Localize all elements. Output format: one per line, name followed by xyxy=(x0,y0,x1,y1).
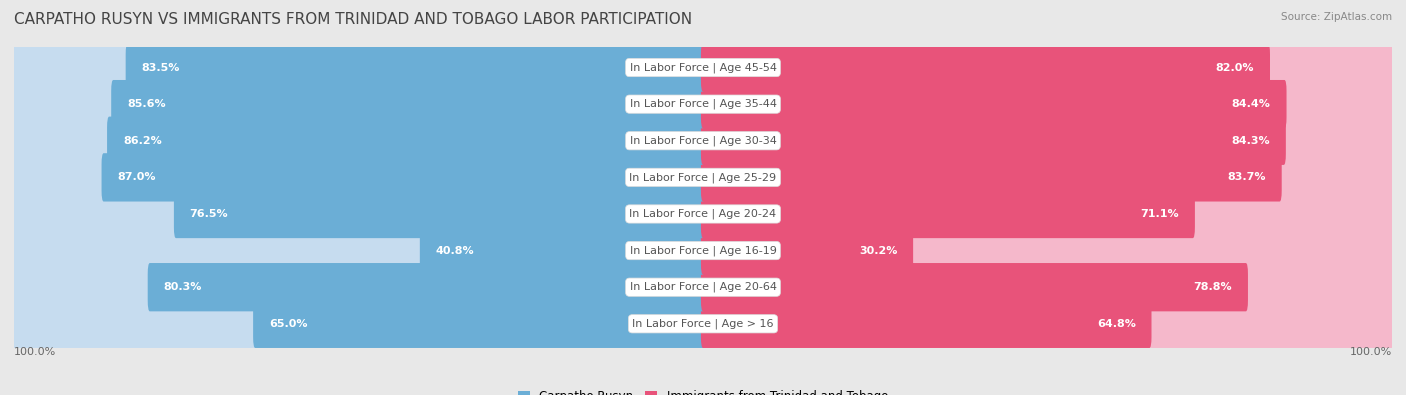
Text: 100.0%: 100.0% xyxy=(14,346,56,357)
FancyBboxPatch shape xyxy=(702,226,912,275)
Text: In Labor Force | Age 20-64: In Labor Force | Age 20-64 xyxy=(630,282,776,292)
FancyBboxPatch shape xyxy=(13,226,704,275)
Text: In Labor Force | Age 16-19: In Labor Force | Age 16-19 xyxy=(630,245,776,256)
Text: 80.3%: 80.3% xyxy=(163,282,202,292)
FancyBboxPatch shape xyxy=(702,153,1393,201)
FancyBboxPatch shape xyxy=(13,263,704,311)
Text: Source: ZipAtlas.com: Source: ZipAtlas.com xyxy=(1281,12,1392,22)
FancyBboxPatch shape xyxy=(702,263,1393,311)
FancyBboxPatch shape xyxy=(253,300,704,348)
FancyBboxPatch shape xyxy=(13,43,1393,92)
Text: In Labor Force | Age > 16: In Labor Force | Age > 16 xyxy=(633,318,773,329)
FancyBboxPatch shape xyxy=(13,300,704,348)
Text: 100.0%: 100.0% xyxy=(1350,346,1392,357)
FancyBboxPatch shape xyxy=(702,80,1393,128)
FancyBboxPatch shape xyxy=(702,300,1152,348)
FancyBboxPatch shape xyxy=(420,226,704,275)
FancyBboxPatch shape xyxy=(13,190,1393,238)
FancyBboxPatch shape xyxy=(13,43,704,92)
Text: In Labor Force | Age 45-54: In Labor Force | Age 45-54 xyxy=(630,62,776,73)
FancyBboxPatch shape xyxy=(702,153,1282,201)
FancyBboxPatch shape xyxy=(107,117,704,165)
Text: 76.5%: 76.5% xyxy=(190,209,228,219)
FancyBboxPatch shape xyxy=(702,43,1270,92)
FancyBboxPatch shape xyxy=(702,43,1393,92)
Text: CARPATHO RUSYN VS IMMIGRANTS FROM TRINIDAD AND TOBAGO LABOR PARTICIPATION: CARPATHO RUSYN VS IMMIGRANTS FROM TRINID… xyxy=(14,12,692,27)
FancyBboxPatch shape xyxy=(125,43,704,92)
FancyBboxPatch shape xyxy=(13,300,1393,348)
FancyBboxPatch shape xyxy=(13,117,704,165)
FancyBboxPatch shape xyxy=(702,190,1195,238)
FancyBboxPatch shape xyxy=(13,190,704,238)
Text: 84.3%: 84.3% xyxy=(1232,136,1270,146)
FancyBboxPatch shape xyxy=(13,226,1393,275)
FancyBboxPatch shape xyxy=(13,153,704,201)
FancyBboxPatch shape xyxy=(702,80,1286,128)
Text: 65.0%: 65.0% xyxy=(269,319,308,329)
Text: In Labor Force | Age 25-29: In Labor Force | Age 25-29 xyxy=(630,172,776,182)
Text: 83.5%: 83.5% xyxy=(142,62,180,73)
Text: 85.6%: 85.6% xyxy=(127,99,166,109)
Text: 64.8%: 64.8% xyxy=(1097,319,1136,329)
FancyBboxPatch shape xyxy=(13,80,1393,128)
FancyBboxPatch shape xyxy=(702,263,1249,311)
Text: In Labor Force | Age 30-34: In Labor Force | Age 30-34 xyxy=(630,135,776,146)
FancyBboxPatch shape xyxy=(13,263,1393,311)
Text: 40.8%: 40.8% xyxy=(436,246,474,256)
FancyBboxPatch shape xyxy=(13,117,1393,165)
FancyBboxPatch shape xyxy=(13,80,704,128)
FancyBboxPatch shape xyxy=(702,117,1393,165)
Text: In Labor Force | Age 35-44: In Labor Force | Age 35-44 xyxy=(630,99,776,109)
FancyBboxPatch shape xyxy=(702,300,1393,348)
FancyBboxPatch shape xyxy=(148,263,704,311)
FancyBboxPatch shape xyxy=(174,190,704,238)
Text: 84.4%: 84.4% xyxy=(1232,99,1271,109)
FancyBboxPatch shape xyxy=(101,153,704,201)
FancyBboxPatch shape xyxy=(702,190,1393,238)
Text: 82.0%: 82.0% xyxy=(1216,62,1254,73)
Text: 83.7%: 83.7% xyxy=(1227,172,1265,182)
Text: 78.8%: 78.8% xyxy=(1194,282,1232,292)
FancyBboxPatch shape xyxy=(111,80,704,128)
Text: 87.0%: 87.0% xyxy=(117,172,156,182)
FancyBboxPatch shape xyxy=(13,153,1393,201)
Legend: Carpatho Rusyn, Immigrants from Trinidad and Tobago: Carpatho Rusyn, Immigrants from Trinidad… xyxy=(513,385,893,395)
Text: In Labor Force | Age 20-24: In Labor Force | Age 20-24 xyxy=(630,209,776,219)
Text: 86.2%: 86.2% xyxy=(122,136,162,146)
Text: 71.1%: 71.1% xyxy=(1140,209,1180,219)
Text: 30.2%: 30.2% xyxy=(859,246,897,256)
FancyBboxPatch shape xyxy=(702,226,1393,275)
FancyBboxPatch shape xyxy=(702,117,1286,165)
